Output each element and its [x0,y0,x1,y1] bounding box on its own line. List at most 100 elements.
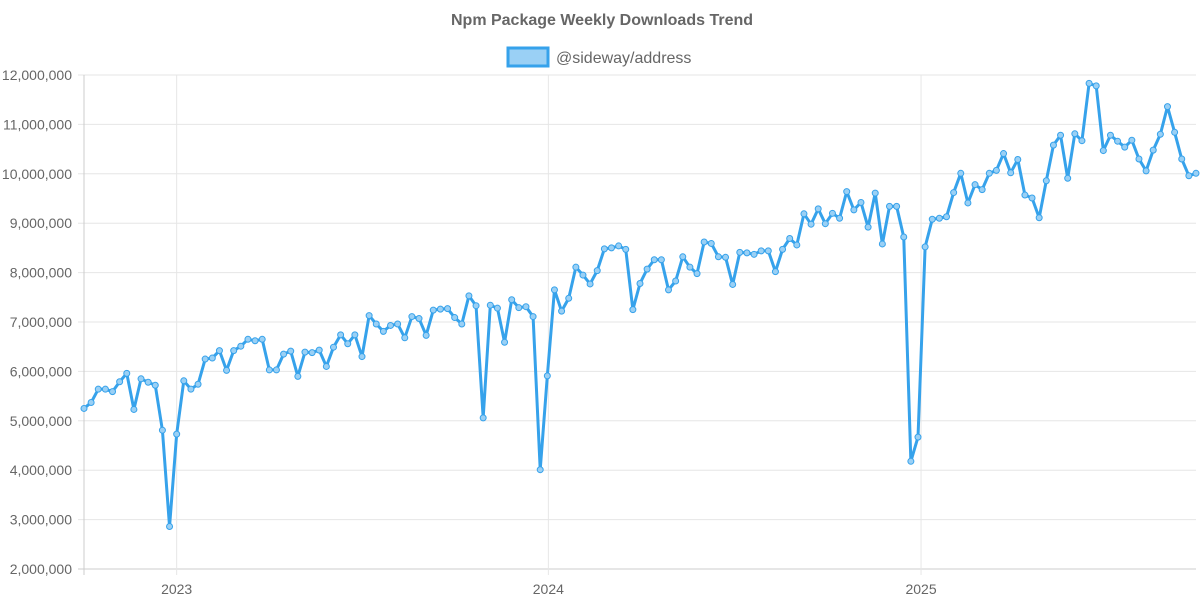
data-point[interactable] [515,304,523,312]
data-point[interactable] [1014,155,1022,163]
data-point[interactable] [1149,146,1157,154]
data-point[interactable] [387,321,395,329]
data-point[interactable] [836,214,844,222]
data-point[interactable] [1106,131,1114,139]
data-point[interactable] [572,263,580,271]
data-point[interactable] [1178,155,1186,163]
data-point[interactable] [914,433,922,441]
data-point[interactable] [786,235,794,243]
data-point[interactable] [800,210,808,218]
data-point[interactable] [408,313,416,321]
data-point[interactable] [707,239,715,247]
data-point[interactable] [130,405,138,413]
data-point[interactable] [87,399,95,407]
data-point[interactable] [173,430,181,438]
data-point[interactable] [451,314,459,322]
data-point[interactable] [821,220,829,228]
data-point[interactable] [337,331,345,339]
data-point[interactable] [593,267,601,275]
data-point[interactable] [479,414,487,422]
data-point[interactable] [957,169,965,177]
data-point[interactable] [1071,130,1079,138]
data-point[interactable] [372,320,380,328]
data-point[interactable] [714,253,722,261]
data-point[interactable] [672,277,680,285]
data-point[interactable] [857,198,865,206]
data-point[interactable] [1142,167,1150,175]
data-point[interactable] [522,303,530,311]
data-point[interactable] [265,366,273,374]
data-point[interactable] [629,306,637,314]
data-point[interactable] [444,305,452,313]
data-point[interactable] [864,223,872,231]
data-point[interactable] [558,307,566,315]
data-point[interactable] [80,404,88,412]
data-point[interactable] [287,347,295,355]
data-point[interactable] [1064,174,1072,182]
data-point[interactable] [329,343,337,351]
data-point[interactable] [280,350,288,358]
data-point[interactable] [194,380,202,388]
data-point[interactable] [722,253,730,261]
data-point[interactable] [779,245,787,253]
data-point[interactable] [465,292,473,300]
data-point[interactable] [764,247,772,255]
data-point[interactable] [693,270,701,278]
data-point[interactable] [201,355,209,363]
data-point[interactable] [358,353,366,361]
data-point[interactable] [315,346,323,354]
data-point[interactable] [436,305,444,313]
data-point[interactable] [900,233,908,241]
data-point[interactable] [885,202,893,210]
data-point[interactable] [907,457,915,465]
data-point[interactable] [600,245,608,253]
data-point[interactable] [1092,82,1100,90]
data-point[interactable] [237,342,245,350]
data-point[interactable] [643,265,651,273]
data-point[interactable] [344,340,352,348]
data-point[interactable] [251,337,259,345]
data-point[interactable] [622,245,630,253]
data-point[interactable] [508,296,516,304]
data-point[interactable] [258,335,266,343]
data-point[interactable] [1049,141,1057,149]
data-point[interactable] [151,381,159,389]
data-point[interactable] [529,313,537,321]
data-point[interactable] [101,385,109,393]
data-point[interactable] [458,320,466,328]
data-point[interactable] [971,181,979,189]
data-point[interactable] [814,205,822,213]
data-point[interactable] [543,372,551,380]
data-point[interactable] [893,202,901,210]
data-point[interactable] [415,315,423,323]
chart-legend[interactable]: @sideway/address [506,46,691,68]
data-point[interactable] [180,377,188,385]
data-point[interactable] [1021,191,1029,199]
data-point[interactable] [208,354,216,362]
data-point[interactable] [743,249,751,257]
data-point[interactable] [807,220,815,228]
data-point[interactable] [230,347,238,355]
data-point[interactable] [351,331,359,339]
data-point[interactable] [401,334,409,342]
data-point[interactable] [943,213,951,221]
data-point[interactable] [1028,194,1036,202]
data-point[interactable] [871,189,879,197]
data-point[interactable] [729,280,737,288]
data-point[interactable] [1121,143,1129,151]
data-point[interactable] [1114,137,1122,145]
data-point[interactable] [308,349,316,357]
data-point[interactable] [550,286,558,294]
data-point[interactable] [1128,136,1136,144]
data-point[interactable] [365,312,373,320]
data-point[interactable] [878,240,886,248]
data-point[interactable] [1085,79,1093,87]
data-point[interactable] [650,256,658,264]
data-point[interactable] [921,243,929,251]
data-point[interactable] [294,372,302,380]
data-point[interactable] [828,209,836,217]
data-point[interactable] [1099,147,1107,155]
data-point[interactable] [137,375,145,383]
data-point[interactable] [636,279,644,287]
data-point[interactable] [665,286,673,294]
